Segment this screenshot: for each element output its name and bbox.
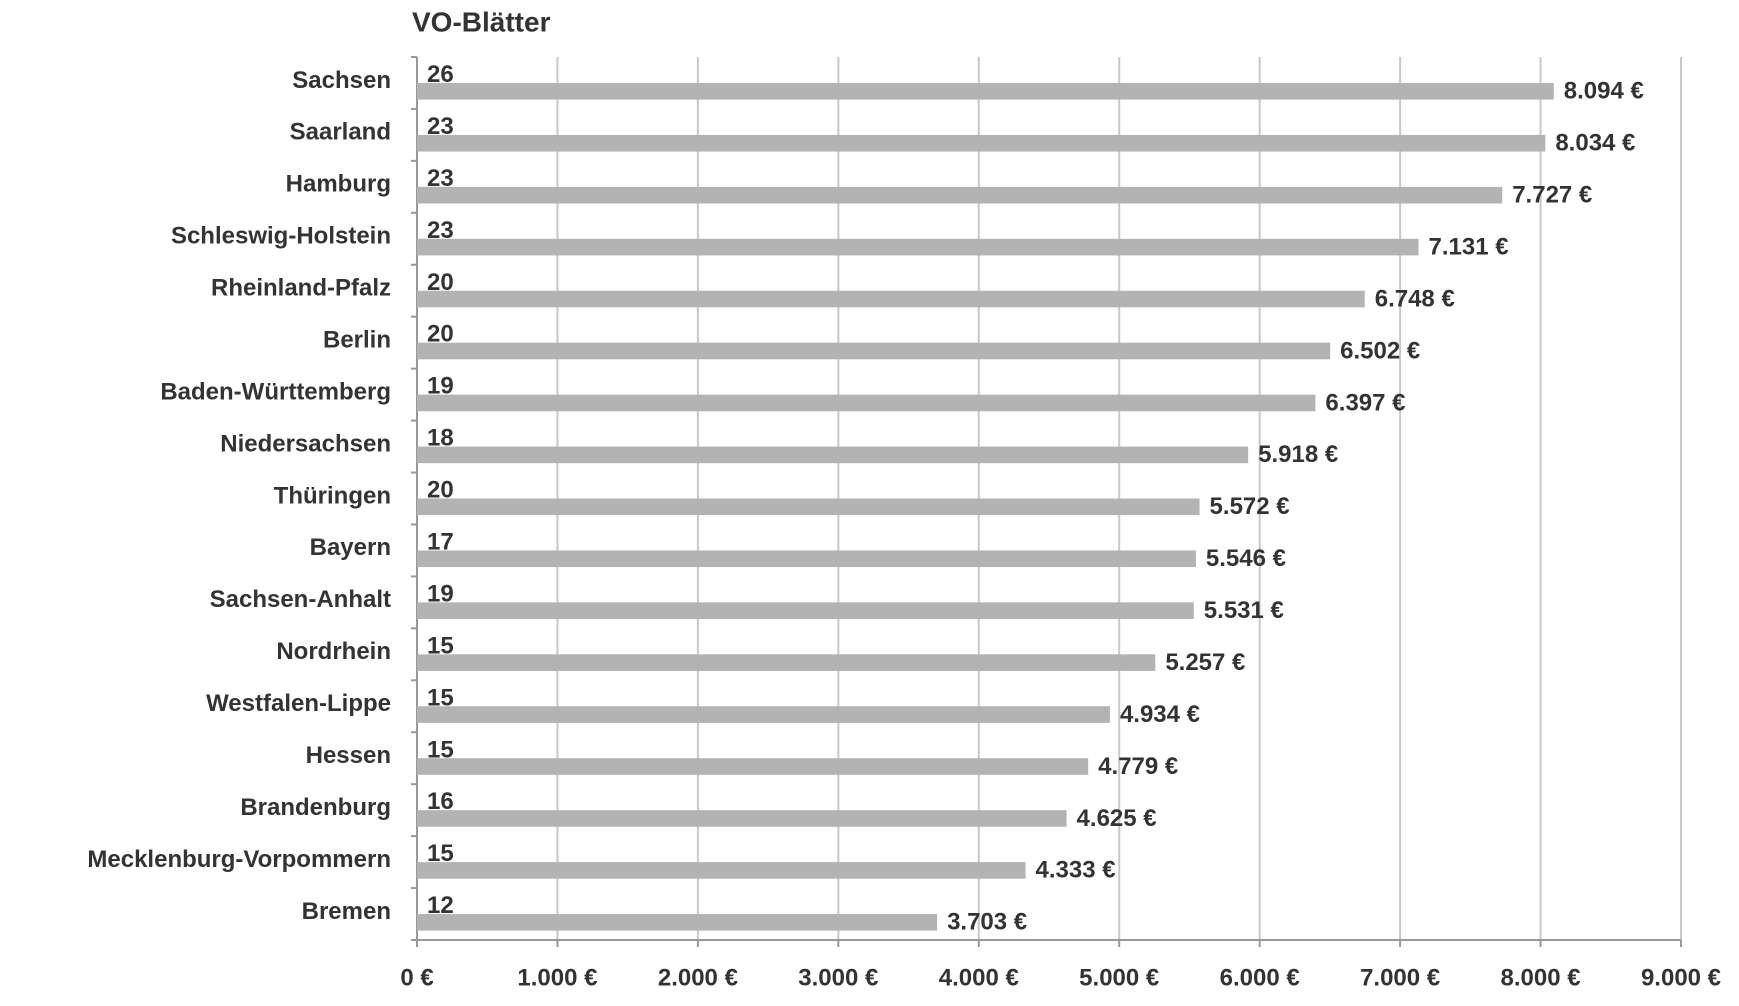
category-label: Hamburg xyxy=(286,171,391,198)
bar-count: 19 xyxy=(427,580,454,607)
value-label: 4.625 € xyxy=(1077,805,1157,832)
bar-count: 15 xyxy=(427,684,454,711)
value-label: 4.333 € xyxy=(1036,857,1116,884)
bar xyxy=(417,550,1196,568)
bar xyxy=(417,290,1365,308)
bar xyxy=(417,654,1156,671)
category-label: Berlin xyxy=(323,326,391,353)
value-label: 8.094 € xyxy=(1564,78,1644,105)
bar-count: 26 xyxy=(427,61,454,88)
bar-count: 20 xyxy=(427,321,454,348)
category-label: Sachsen-Anhalt xyxy=(210,586,391,613)
x-tick-label: 3.000 € xyxy=(798,964,878,991)
bar xyxy=(417,82,1554,100)
bar xyxy=(417,342,1331,360)
bar-count: 15 xyxy=(427,632,454,659)
bar-count: 16 xyxy=(427,788,454,815)
category-label: Bayern xyxy=(310,534,391,561)
bar-count: 17 xyxy=(427,529,454,556)
value-label: 7.131 € xyxy=(1429,233,1509,260)
value-label: 6.397 € xyxy=(1325,389,1405,416)
value-label: 5.918 € xyxy=(1258,441,1338,468)
x-tick-label: 7.000 € xyxy=(1360,964,1440,991)
bar-count: 15 xyxy=(427,840,454,867)
x-tick-label: 8.000 € xyxy=(1501,964,1581,991)
bar xyxy=(417,810,1067,827)
bar-count: 19 xyxy=(427,373,454,400)
value-label: 4.934 € xyxy=(1120,701,1200,728)
category-label: Mecklenburg-Vorpommern xyxy=(87,846,391,873)
category-label: Nordrhein xyxy=(276,638,391,665)
bar xyxy=(417,914,938,931)
value-label: 5.572 € xyxy=(1210,493,1290,520)
bar xyxy=(417,134,1546,152)
bar xyxy=(417,758,1089,775)
bar-count: 20 xyxy=(427,269,454,296)
x-tick-label: 1.000 € xyxy=(517,964,597,991)
value-label: 4.779 € xyxy=(1098,753,1178,780)
bar xyxy=(417,706,1110,723)
category-label: Baden-Württemberg xyxy=(160,378,391,405)
value-label: 8.034 € xyxy=(1555,130,1635,157)
category-label: Brandenburg xyxy=(240,794,391,821)
category-label: Hessen xyxy=(306,742,391,769)
bar xyxy=(417,498,1200,516)
value-label: 5.531 € xyxy=(1204,597,1284,624)
bar xyxy=(417,238,1419,256)
value-label: 3.703 € xyxy=(947,909,1027,936)
bar-count: 18 xyxy=(427,425,454,452)
category-label: Schleswig-Holstein xyxy=(171,223,391,250)
category-label: Sachsen xyxy=(292,67,391,94)
x-tick-label: 0 € xyxy=(400,964,433,991)
value-label: 5.546 € xyxy=(1206,545,1286,572)
bar-count: 23 xyxy=(427,165,454,192)
bar xyxy=(417,186,1503,204)
bar-count: 20 xyxy=(427,477,454,504)
bar-count: 23 xyxy=(427,113,454,140)
category-label: Rheinland-Pfalz xyxy=(211,275,391,302)
bar xyxy=(417,446,1249,464)
x-tick-label: 2.000 € xyxy=(658,964,738,991)
value-label: 5.257 € xyxy=(1165,649,1245,676)
bar-count: 23 xyxy=(427,217,454,244)
value-label: 6.502 € xyxy=(1340,337,1420,364)
category-label: Thüringen xyxy=(274,482,391,509)
bar xyxy=(417,862,1026,879)
category-label: Niedersachsen xyxy=(220,430,391,457)
category-label: Bremen xyxy=(302,898,391,925)
value-label: 6.748 € xyxy=(1375,285,1455,312)
bar-count: 12 xyxy=(427,892,454,919)
chart-title: VO-Blätter xyxy=(412,6,551,37)
x-tick-label: 4.000 € xyxy=(939,964,1019,991)
category-label: Westfalen-Lippe xyxy=(206,690,391,717)
category-label: Saarland xyxy=(290,119,391,146)
bar xyxy=(417,602,1194,620)
x-tick-label: 5.000 € xyxy=(1079,964,1159,991)
bar xyxy=(417,394,1316,412)
x-tick-label: 9.000 € xyxy=(1641,964,1721,991)
x-tick-label: 6.000 € xyxy=(1220,964,1300,991)
value-label: 7.727 € xyxy=(1512,182,1592,209)
bar-count: 15 xyxy=(427,736,454,763)
